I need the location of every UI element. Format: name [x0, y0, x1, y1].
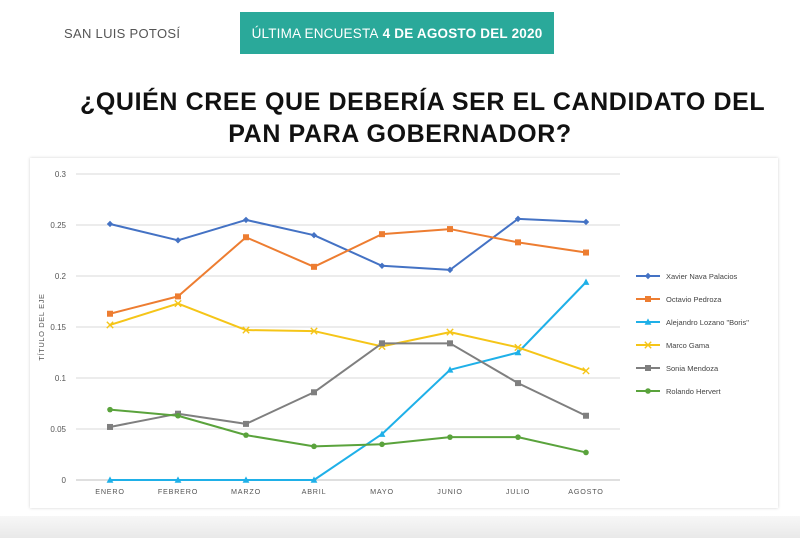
legend-label: Marco Gama	[666, 341, 710, 350]
data-point	[515, 380, 521, 387]
x-tick-label: MARZO	[231, 487, 261, 496]
legend-marker	[645, 296, 651, 302]
banner-date: 4 DE AGOSTO DEL 2020	[382, 25, 543, 41]
x-tick-label: ENERO	[95, 487, 125, 496]
x-tick-label: ABRIL	[302, 487, 327, 496]
data-point	[242, 216, 250, 224]
data-point	[583, 412, 589, 419]
data-point	[514, 348, 522, 356]
data-point	[582, 218, 590, 226]
x-tick-label: JUNIO	[437, 487, 463, 496]
legend-label: Sonia Mendoza	[666, 364, 719, 373]
survey-date-banner: ÚLTIMA ENCUESTA 4 DE AGOSTO DEL 2020	[240, 12, 554, 54]
data-point	[582, 278, 590, 285]
legend-marker	[644, 341, 652, 349]
data-point	[514, 343, 522, 352]
region-label: SAN LUIS POTOSÍ	[64, 26, 181, 41]
series-line	[110, 281, 587, 481]
data-point	[378, 262, 386, 269]
data-point	[583, 449, 589, 456]
y-tick-label: 0.15	[50, 323, 66, 332]
data-point	[582, 367, 590, 375]
data-point	[175, 412, 181, 419]
data-point	[379, 231, 385, 238]
legend-marker	[644, 272, 652, 280]
data-point	[242, 476, 250, 483]
chart-panel: 0 0.05 0.1 0.15 0.2 0.25 0.3 ENERO FEBRERO MARZO A…	[30, 158, 778, 508]
y-tick-label: 0.2	[55, 272, 67, 281]
legend-marker	[645, 388, 651, 394]
y-tick-label: 0	[62, 476, 67, 485]
x-tick-label: FEBRERO	[158, 487, 198, 496]
x-tick-label: AGOSTO	[568, 487, 603, 496]
data-point	[174, 237, 182, 244]
data-point	[107, 310, 113, 317]
y-tick-label: 0.25	[50, 221, 66, 230]
data-point	[515, 434, 521, 440]
data-point	[311, 389, 317, 396]
series-line	[109, 302, 587, 372]
x-tick-label: MAYO	[370, 487, 394, 496]
legend-marker	[644, 318, 652, 325]
data-point	[175, 293, 181, 300]
data-point	[107, 423, 113, 430]
data-point	[447, 226, 453, 233]
data-point	[447, 340, 453, 347]
data-point	[174, 299, 182, 308]
x-tick-label: JULIO	[506, 487, 530, 496]
legend-label: Xavier Nava Palacios	[666, 272, 738, 281]
legend-marker	[645, 365, 651, 371]
data-point	[310, 476, 318, 483]
series-line	[109, 342, 587, 428]
data-point	[243, 234, 249, 241]
y-tick-label: 0.05	[50, 425, 66, 434]
data-point	[242, 326, 250, 334]
data-point	[106, 476, 114, 483]
data-point	[106, 321, 114, 329]
data-point	[514, 215, 522, 223]
data-point	[243, 420, 249, 427]
data-point	[446, 366, 454, 373]
series-line	[109, 228, 587, 315]
chart-title-line-1: ¿QUIÉN CREE QUE DEBERÍA SER EL CANDIDATO…	[80, 88, 766, 116]
y-tick-label: 0.3	[55, 170, 67, 179]
data-point	[311, 263, 317, 270]
y-axis-title: TÍTULO DEL EJE	[37, 293, 46, 360]
chart-title: ¿QUIÉN CREE QUE DEBERÍA SER EL CANDIDATO…	[80, 86, 766, 150]
data-point	[174, 476, 182, 483]
data-point	[311, 443, 317, 450]
series-line	[109, 217, 587, 271]
y-tick-label: 0.1	[55, 374, 67, 383]
legend-label: Rolando Hervert	[666, 387, 722, 396]
data-point	[447, 434, 453, 440]
data-point	[106, 220, 114, 228]
data-point	[310, 327, 318, 335]
data-point	[515, 239, 521, 246]
series-line	[109, 408, 587, 454]
legend-label: Alejandro Lozano "Boris"	[666, 318, 749, 327]
data-point	[446, 328, 454, 336]
data-point	[378, 430, 386, 437]
data-point	[243, 432, 249, 438]
banner-prefix: ÚLTIMA ENCUESTA	[251, 25, 379, 41]
chart-title-line-2: PAN PARA GOBERNADOR?	[228, 120, 572, 148]
data-point	[310, 232, 318, 239]
data-point	[379, 340, 385, 347]
data-point	[583, 249, 589, 256]
bottom-strip	[0, 516, 800, 538]
data-point	[446, 266, 454, 274]
legend-label: Octavio Pedroza	[666, 295, 722, 304]
data-point	[107, 406, 113, 413]
line-chart: 0 0.05 0.1 0.15 0.2 0.25 0.3 ENERO FEBRERO MARZO A…	[37, 170, 749, 496]
data-point	[379, 441, 385, 448]
